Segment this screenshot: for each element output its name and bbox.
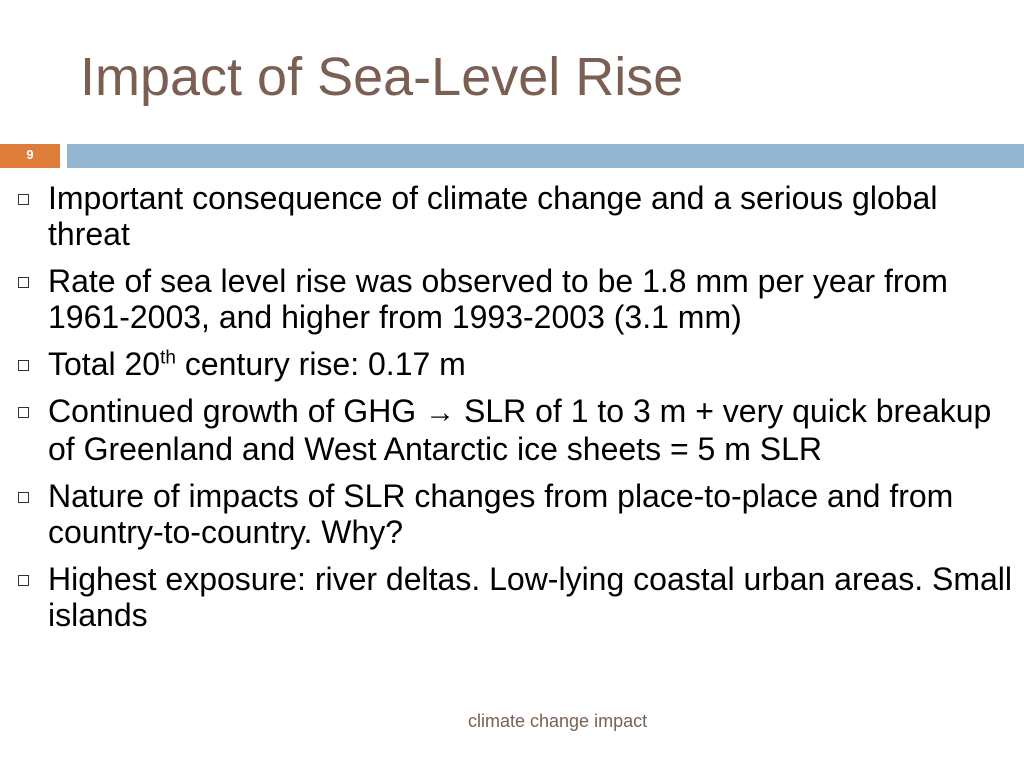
bullet-text-pre: Total 20: [48, 346, 161, 382]
bullet-text: Continued growth of GHG → SLR of 1 to 3 …: [48, 393, 991, 467]
bullet-item: Total 20th century rise: 0.17 m: [12, 346, 1012, 382]
right-arrow-icon: →: [425, 396, 456, 429]
bullet-text: Important consequence of climate change …: [48, 180, 938, 252]
bullet-text-post: SLR of 1 to 3 m + very quick breakup of …: [48, 393, 992, 467]
bullet-item: Highest exposure: river deltas. Low-lyin…: [12, 561, 1012, 633]
bullet-text-post: century rise: 0.17 m: [175, 346, 466, 382]
slide-number-badge: 9: [0, 144, 60, 168]
hollow-square-bullet-icon: [18, 194, 29, 205]
slide-footer: climate change impact: [468, 711, 648, 731]
slide-title: Impact of Sea-Level Rise: [80, 47, 684, 107]
hollow-square-bullet-icon: [18, 407, 29, 418]
bullet-text: Total 20th century rise: 0.17 m: [48, 346, 466, 382]
bullet-text-pre: Continued growth of GHG: [48, 393, 426, 429]
bullet-text: Highest exposure: river deltas. Low-lyin…: [48, 561, 1013, 633]
bullet-item: Nature of impacts of SLR changes from pl…: [12, 478, 1012, 550]
hollow-square-bullet-icon: [18, 492, 29, 503]
bullet-text: Rate of sea level rise was observed to b…: [48, 263, 948, 335]
bullet-item: Rate of sea level rise was observed to b…: [12, 263, 1012, 335]
hollow-square-bullet-icon: [18, 360, 29, 371]
hollow-square-bullet-icon: [18, 277, 29, 288]
bullet-text: Nature of impacts of SLR changes from pl…: [48, 478, 954, 550]
superscript-suffix: th: [160, 347, 176, 369]
bullet-list: Important consequence of climate change …: [12, 180, 1012, 644]
hollow-square-bullet-icon: [18, 575, 29, 586]
bullet-item: Important consequence of climate change …: [12, 180, 1012, 252]
header-bar: [67, 144, 1024, 168]
bullet-item: Continued growth of GHG → SLR of 1 to 3 …: [12, 393, 1012, 467]
